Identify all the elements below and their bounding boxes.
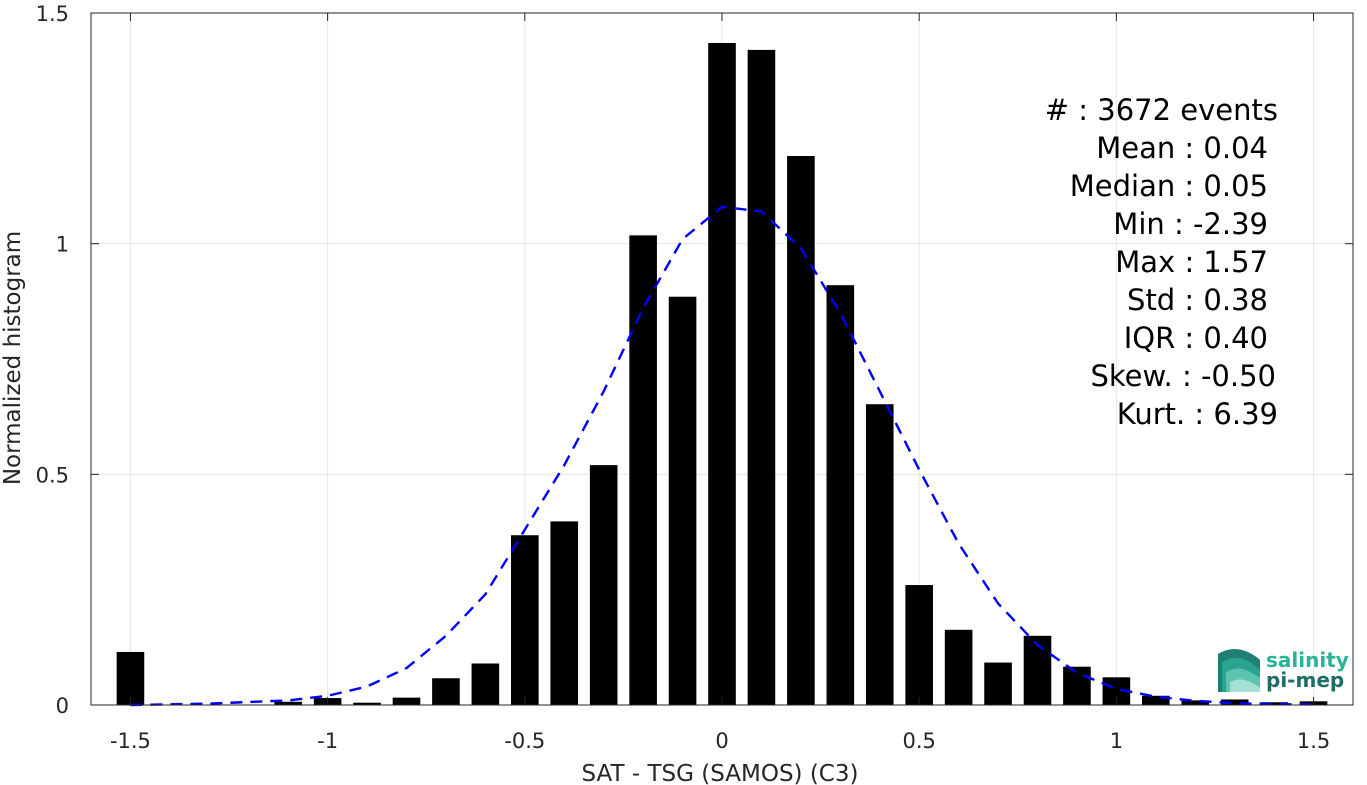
histogram-bar [116, 651, 145, 705]
y-tick-label: 1.5 [36, 2, 69, 26]
histogram-bar [905, 585, 933, 705]
x-tick-label: -0.5 [504, 729, 545, 753]
histogram-bar [629, 235, 657, 705]
x-tick-label: 0.5 [902, 729, 935, 753]
y-axis-label: Normalized histogram [0, 231, 26, 485]
stat-skew: Skew. : -0.50 [1090, 359, 1276, 393]
x-tick-label: 0 [715, 729, 728, 753]
x-axis-label: SAT - TSG (SAMOS) (C3) [582, 761, 859, 785]
stat-events: # : 3672 events [1045, 93, 1278, 127]
histogram-bar [550, 521, 579, 705]
stat-std: Std : 0.38 [1127, 283, 1268, 317]
x-tick-label: 1.5 [1297, 729, 1330, 753]
histogram-bar [708, 42, 736, 705]
histogram-bar [826, 285, 855, 705]
logo-text-pi-mep: pi-mep [1266, 668, 1344, 692]
stat-max: Max : 1.57 [1115, 245, 1268, 279]
salinity-pi-mep-logo: salinity pi-mep [1218, 648, 1349, 692]
stat-median: Median : 0.05 [1070, 169, 1268, 203]
histogram-bar [984, 662, 1012, 705]
stat-kurt: Kurt. : 6.39 [1117, 397, 1278, 431]
wave-logo-icon [1218, 648, 1260, 692]
histogram-bar [1142, 695, 1170, 705]
histogram-bar [1260, 702, 1288, 705]
histogram-bar [747, 49, 776, 705]
axis-ticks [91, 12, 1353, 706]
x-tick-labels: -1.5 -1 -0.5 0 0.5 1 1.5 [110, 729, 1330, 753]
histogram-bar [432, 678, 460, 705]
histogram-bar [353, 702, 381, 705]
histogram-bar [392, 697, 421, 705]
histogram-bar [589, 465, 618, 705]
histogram-bar [511, 535, 539, 705]
logo-text-salinity: salinity [1266, 648, 1349, 672]
stat-iqr: IQR : 0.40 [1124, 321, 1268, 355]
x-tick-label: 1 [1110, 729, 1123, 753]
gaussian-fit-curve [130, 205, 1314, 707]
histogram-bar [944, 629, 973, 705]
x-tick-label: -1.5 [110, 729, 151, 753]
statistics-box: # : 3672 events Mean : 0.04 Median : 0.0… [1045, 93, 1278, 431]
histogram-bar [1063, 666, 1091, 705]
histogram-bar [274, 701, 302, 705]
histogram-bar [1220, 699, 1249, 705]
y-tick-label: 0 [56, 694, 69, 718]
y-tick-label: 1 [56, 233, 69, 257]
y-tick-labels: 0 0.5 1 1.5 [36, 2, 69, 718]
y-tick-label: 0.5 [36, 463, 69, 487]
histogram-bar [668, 296, 697, 705]
histogram-bar [1181, 700, 1210, 705]
stat-mean: Mean : 0.04 [1096, 131, 1268, 165]
x-tick-label: -1 [317, 729, 338, 753]
stat-min: Min : -2.39 [1113, 207, 1268, 241]
bar-series [116, 42, 1328, 706]
histogram-bar [471, 663, 500, 705]
histogram-bar [1023, 635, 1052, 705]
histogram-bar [865, 404, 894, 705]
